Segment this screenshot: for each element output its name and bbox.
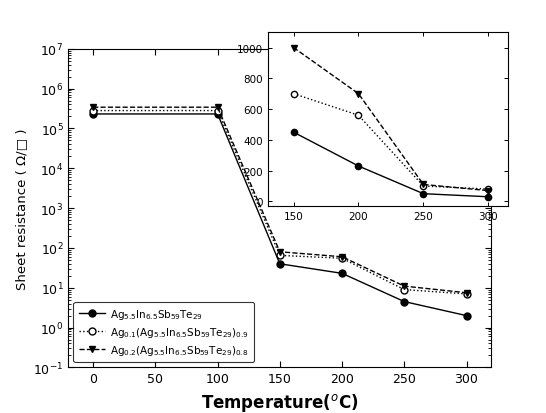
Ag$_{0.2}$(Ag$_{5.5}$In$_{6.5}$Sb$_{59}$Te$_{29}$)$_{0.8}$ — [215, 105, 221, 110]
Ag$_{5.5}$In$_{6.5}$Sb$_{59}$Te$_{29}$ — [90, 112, 97, 117]
Line: Ag$_{5.5}$In$_{6.5}$Sb$_{59}$Te$_{29}$: Ag$_{5.5}$In$_{6.5}$Sb$_{59}$Te$_{29}$ — [90, 111, 470, 319]
Ag$_{0.1}$(Ag$_{5.5}$In$_{6.5}$Sb$_{59}$Te$_{29}$)$_{0.9}$ — [463, 292, 470, 297]
Ag$_{0.2}$(Ag$_{5.5}$In$_{6.5}$Sb$_{59}$Te$_{29}$)$_{0.8}$ — [463, 291, 470, 296]
X-axis label: Temperature($^{o}$C): Temperature($^{o}$C) — [201, 391, 359, 413]
Ag$_{5.5}$In$_{6.5}$Sb$_{59}$Te$_{29}$ — [276, 262, 283, 267]
Ag$_{0.2}$(Ag$_{5.5}$In$_{6.5}$Sb$_{59}$Te$_{29}$)$_{0.8}$ — [90, 105, 97, 110]
Ag$_{0.2}$(Ag$_{5.5}$In$_{6.5}$Sb$_{59}$Te$_{29}$)$_{0.8}$ — [339, 255, 345, 260]
Ag$_{0.2}$(Ag$_{5.5}$In$_{6.5}$Sb$_{59}$Te$_{29}$)$_{0.8}$ — [276, 250, 283, 255]
Ag$_{5.5}$In$_{6.5}$Sb$_{59}$Te$_{29}$ — [339, 271, 345, 276]
Ag$_{0.1}$(Ag$_{5.5}$In$_{6.5}$Sb$_{59}$Te$_{29}$)$_{0.9}$ — [276, 253, 283, 258]
Line: Ag$_{0.2}$(Ag$_{5.5}$In$_{6.5}$Sb$_{59}$Te$_{29}$)$_{0.8}$: Ag$_{0.2}$(Ag$_{5.5}$In$_{6.5}$Sb$_{59}$… — [90, 104, 470, 297]
Ag$_{5.5}$In$_{6.5}$Sb$_{59}$Te$_{29}$ — [215, 112, 221, 117]
Ag$_{0.1}$(Ag$_{5.5}$In$_{6.5}$Sb$_{59}$Te$_{29}$)$_{0.9}$ — [90, 109, 97, 114]
Ag$_{5.5}$In$_{6.5}$Sb$_{59}$Te$_{29}$ — [463, 313, 470, 318]
Line: Ag$_{0.1}$(Ag$_{5.5}$In$_{6.5}$Sb$_{59}$Te$_{29}$)$_{0.9}$: Ag$_{0.1}$(Ag$_{5.5}$In$_{6.5}$Sb$_{59}$… — [90, 108, 470, 298]
Ag$_{0.1}$(Ag$_{5.5}$In$_{6.5}$Sb$_{59}$Te$_{29}$)$_{0.9}$ — [215, 109, 221, 114]
Legend: Ag$_{5.5}$In$_{6.5}$Sb$_{59}$Te$_{29}$, Ag$_{0.1}$(Ag$_{5.5}$In$_{6.5}$Sb$_{59}$: Ag$_{5.5}$In$_{6.5}$Sb$_{59}$Te$_{29}$, … — [74, 302, 254, 362]
Ag$_{0.1}$(Ag$_{5.5}$In$_{6.5}$Sb$_{59}$Te$_{29}$)$_{0.9}$ — [339, 256, 345, 261]
Ag$_{0.2}$(Ag$_{5.5}$In$_{6.5}$Sb$_{59}$Te$_{29}$)$_{0.8}$ — [401, 284, 407, 289]
Ag$_{5.5}$In$_{6.5}$Sb$_{59}$Te$_{29}$ — [401, 299, 407, 304]
Ag$_{0.1}$(Ag$_{5.5}$In$_{6.5}$Sb$_{59}$Te$_{29}$)$_{0.9}$ — [401, 287, 407, 292]
Y-axis label: Sheet resistance ( Ω/□ ): Sheet resistance ( Ω/□ ) — [15, 128, 28, 289]
